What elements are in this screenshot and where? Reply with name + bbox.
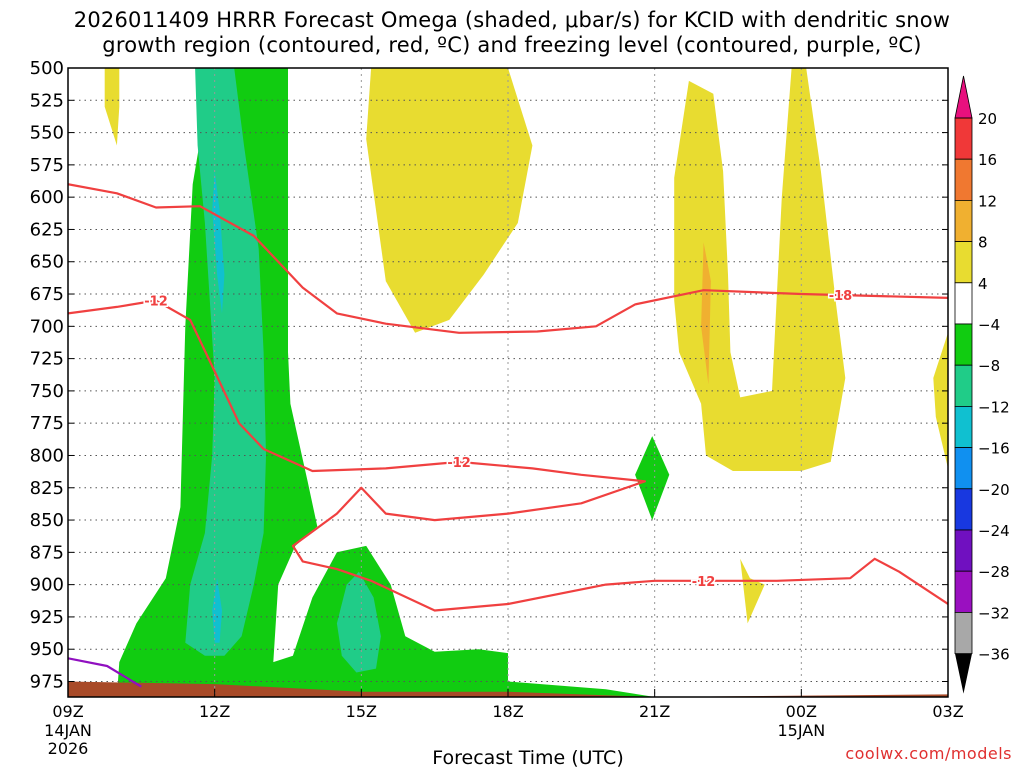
chart-title-line2: growth region (contoured, red, ºC) and f… xyxy=(102,33,922,57)
ylabel-650: 650 xyxy=(30,252,64,273)
colorbar-label-9: −20 xyxy=(978,481,1010,499)
omega-teal-core xyxy=(185,68,266,656)
ylabel-725: 725 xyxy=(30,349,64,370)
ylabel-875: 875 xyxy=(30,542,64,563)
xlabel-18Z: 18Z xyxy=(492,702,523,721)
chart-title-line1: 2026011409 HRRR Forecast Omega (shaded, … xyxy=(73,8,951,32)
colorbar-seg-1 xyxy=(954,158,973,201)
xlabel-09Z: 09Z xyxy=(52,702,83,721)
colorbar-seg-2 xyxy=(954,199,973,242)
ground-surface xyxy=(68,681,948,697)
colorbar-top-arrow xyxy=(955,76,972,118)
colorbar-label-6: −8 xyxy=(978,357,1000,375)
colorbar-label-3: 8 xyxy=(978,234,988,252)
ylabel-950: 950 xyxy=(30,639,64,660)
colorbar xyxy=(954,75,973,694)
ylabel-575: 575 xyxy=(30,155,64,176)
ylabel-675: 675 xyxy=(30,284,64,305)
colorbar-seg-0 xyxy=(954,117,973,160)
colorbar-seg-7 xyxy=(954,405,973,448)
dgz-lower-minus-12 xyxy=(68,299,948,612)
colorbar-seg-10 xyxy=(954,529,973,572)
colorbar-label-7: −12 xyxy=(978,398,1010,416)
omega-orange-streak xyxy=(701,242,711,385)
xlabel-03Z: 03Z xyxy=(932,702,963,721)
ylabel-600: 600 xyxy=(30,187,64,208)
grid-lines xyxy=(68,67,948,697)
omega-shading xyxy=(68,68,948,697)
colorbar-seg-8 xyxy=(954,447,973,490)
xlabel-sub-09Z-0: 14JAN xyxy=(44,721,92,740)
omega-yellow-right-u xyxy=(674,68,846,471)
ylabel-625: 625 xyxy=(30,219,64,240)
credit-text[interactable]: coolwx.com/models xyxy=(845,744,1012,763)
colorbar-seg-4 xyxy=(954,282,973,325)
colorbar-label-2: 12 xyxy=(978,192,997,210)
contour-label--18-0: -18 xyxy=(829,289,853,304)
ylabel-925: 925 xyxy=(30,607,64,628)
colorbar-seg-3 xyxy=(954,241,973,284)
xlabel-00Z: 00Z xyxy=(786,702,817,721)
contour-label--12-0: -12 xyxy=(144,294,168,309)
contour-label--12-1: -12 xyxy=(447,456,471,471)
omega-yellow-blob-23z xyxy=(740,558,765,624)
ylabel-900: 900 xyxy=(30,575,64,596)
colorbar-seg-11 xyxy=(954,570,973,613)
colorbar-label-13: −36 xyxy=(978,646,1010,664)
omega-yellow-mid xyxy=(366,68,533,333)
ylabel-775: 775 xyxy=(30,413,64,434)
dgz-upper-minus-18 xyxy=(68,183,948,334)
x-axis-title: Forecast Time (UTC) xyxy=(432,747,623,768)
colorbar-seg-12 xyxy=(954,612,973,655)
freezing-level xyxy=(68,657,142,688)
ylabel-525: 525 xyxy=(30,90,64,111)
ylabel-850: 850 xyxy=(30,510,64,531)
omega-yellow-edge xyxy=(933,332,948,469)
colorbar-label-10: −24 xyxy=(978,522,1010,540)
colorbar-label-0: 20 xyxy=(978,110,997,128)
contours xyxy=(68,183,948,688)
xlabel-sub-09Z-1: 2026 xyxy=(48,739,89,758)
ylabel-825: 825 xyxy=(30,478,64,499)
colorbar-label-5: −4 xyxy=(978,316,1000,334)
xlabel-15Z: 15Z xyxy=(346,702,377,721)
colorbar-seg-5 xyxy=(954,323,973,366)
contour-label--12-2: -12 xyxy=(692,575,716,590)
colorbar-bottom-arrow xyxy=(955,653,972,694)
colorbar-label-8: −16 xyxy=(978,440,1010,458)
colorbar-seg-9 xyxy=(954,488,973,531)
ylabel-975: 975 xyxy=(30,672,64,693)
xlabel-21Z: 21Z xyxy=(639,702,670,721)
xlabel-sub-00Z-0: 15JAN xyxy=(777,721,825,740)
colorbar-label-11: −28 xyxy=(978,563,1010,581)
ylabel-750: 750 xyxy=(30,381,64,402)
ylabel-550: 550 xyxy=(30,123,64,144)
ylabel-800: 800 xyxy=(30,445,64,466)
omega-cyan-core xyxy=(212,171,225,314)
colorbar-label-4: 4 xyxy=(978,275,988,293)
omega-green-patch-20z xyxy=(635,436,670,521)
ylabel-700: 700 xyxy=(30,316,64,337)
colorbar-seg-6 xyxy=(954,364,973,407)
colorbar-label-1: 16 xyxy=(978,151,997,169)
xlabel-12Z: 12Z xyxy=(199,702,230,721)
omega-teal-bubble xyxy=(336,571,381,673)
ylabel-500: 500 xyxy=(30,58,64,79)
omega-yellow-left xyxy=(104,68,120,146)
colorbar-label-12: −32 xyxy=(978,604,1010,622)
